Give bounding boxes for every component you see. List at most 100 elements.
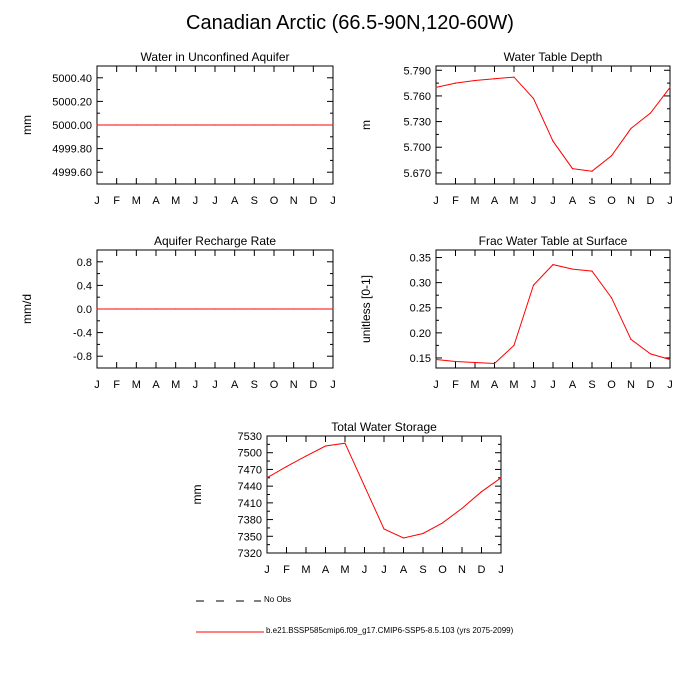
y-tick-label: 0.35 — [410, 253, 431, 265]
x-tick-label: J — [362, 564, 368, 576]
data-point — [552, 263, 554, 266]
x-tick-label: J — [94, 195, 100, 207]
x-tick-label: M — [509, 379, 518, 391]
y-tick-label: 5.760 — [403, 91, 431, 103]
data-point — [474, 361, 476, 364]
x-tick-label: F — [113, 379, 120, 391]
data-point — [324, 445, 327, 447]
y-tick-label: 4999.60 — [52, 167, 92, 179]
y-tick-label: 7440 — [238, 481, 262, 493]
x-tick-label: O — [270, 379, 279, 391]
x-tick-label: J — [264, 564, 270, 576]
y-tick-label: 7470 — [238, 464, 262, 476]
y-tick-label: 5000.40 — [52, 73, 92, 85]
y-tick-label: 7320 — [238, 548, 262, 560]
x-tick-label: J — [550, 379, 556, 391]
data-point — [474, 79, 476, 82]
x-tick-label: J — [531, 379, 537, 391]
x-tick-label: O — [607, 379, 616, 391]
data-point — [273, 124, 275, 126]
chart-title: Frac Water Table at Surface — [479, 234, 628, 248]
data-point — [96, 124, 98, 126]
data-point — [305, 455, 307, 457]
y-tick-label: 7500 — [238, 448, 262, 460]
x-tick-label: J — [193, 195, 199, 207]
data-point — [461, 507, 463, 510]
data-point — [591, 270, 593, 272]
series-line — [435, 76, 671, 172]
x-tick-label: A — [400, 564, 408, 576]
data-point — [135, 124, 137, 126]
data-point — [312, 124, 314, 126]
data-point — [332, 308, 334, 310]
x-tick-label: J — [667, 195, 673, 207]
legend-model-line — [196, 631, 264, 633]
data-point — [266, 477, 268, 479]
x-tick-label: J — [381, 564, 387, 576]
chart-2 — [96, 249, 334, 369]
data-point — [175, 124, 177, 126]
y-axis-label: unitless [0-1] — [359, 275, 373, 343]
x-tick-label: D — [647, 379, 655, 391]
data-point — [344, 442, 346, 444]
data-point — [630, 338, 632, 340]
x-tick-label: S — [419, 564, 426, 576]
data-point — [493, 78, 496, 80]
legend-model-label: b.e21.BSSP585cmip6.f09_g17.CMIP6-SSP5-8.… — [266, 626, 514, 635]
x-tick-label: A — [231, 379, 239, 391]
y-tick-label: 0.25 — [410, 303, 431, 315]
data-point — [571, 168, 574, 170]
x-tick-label: S — [251, 379, 258, 391]
data-point — [480, 491, 483, 493]
data-point — [532, 284, 535, 286]
data-point — [293, 124, 295, 126]
y-tick-label: 5.790 — [403, 65, 431, 77]
x-tick-label: O — [438, 564, 447, 576]
y-tick-label: 5.730 — [403, 117, 431, 129]
data-point — [610, 297, 613, 299]
data-point — [402, 537, 405, 539]
data-point — [610, 155, 613, 157]
data-point — [649, 353, 652, 355]
x-tick-label: A — [569, 195, 577, 207]
x-tick-label: N — [458, 564, 466, 576]
x-tick-label: F — [113, 195, 120, 207]
series-line — [435, 264, 671, 365]
x-tick-label: S — [588, 195, 595, 207]
data-point — [194, 124, 196, 126]
chart-0 — [96, 65, 334, 185]
y-tick-label: -0.4 — [73, 328, 92, 340]
x-tick-label: A — [491, 379, 499, 391]
data-point — [513, 344, 515, 347]
y-tick-label: 7410 — [238, 498, 262, 510]
x-tick-label: N — [627, 195, 635, 207]
x-tick-label: J — [433, 379, 439, 391]
x-tick-label: D — [309, 195, 317, 207]
x-tick-label: A — [491, 195, 499, 207]
plot-frame — [435, 249, 671, 369]
x-tick-label: J — [212, 379, 218, 391]
x-tick-label: J — [550, 195, 556, 207]
x-tick-label: M — [171, 195, 180, 207]
chart-title: Water Table Depth — [504, 50, 603, 64]
y-tick-label: 0.30 — [410, 278, 431, 290]
series-line — [266, 442, 502, 539]
y-tick-label: -0.8 — [73, 351, 92, 363]
data-point — [454, 360, 457, 363]
x-tick-label: J — [667, 379, 673, 391]
x-tick-label: M — [171, 379, 180, 391]
x-tick-label: J — [433, 195, 439, 207]
chart-title: Aquifer Recharge Rate — [154, 234, 276, 248]
x-tick-label: J — [498, 564, 504, 576]
data-point — [435, 358, 437, 361]
data-point — [116, 124, 118, 126]
chart-3 — [435, 249, 671, 369]
chart-title: Total Water Storage — [331, 420, 437, 434]
x-tick-label: N — [627, 379, 635, 391]
x-tick-label: O — [607, 195, 616, 207]
y-tick-label: 5000.00 — [52, 120, 92, 132]
x-tick-label: M — [470, 379, 479, 391]
y-tick-label: 0.15 — [410, 353, 431, 365]
y-tick-label: 7380 — [238, 515, 262, 527]
legend-obs: No Obs — [196, 595, 396, 607]
